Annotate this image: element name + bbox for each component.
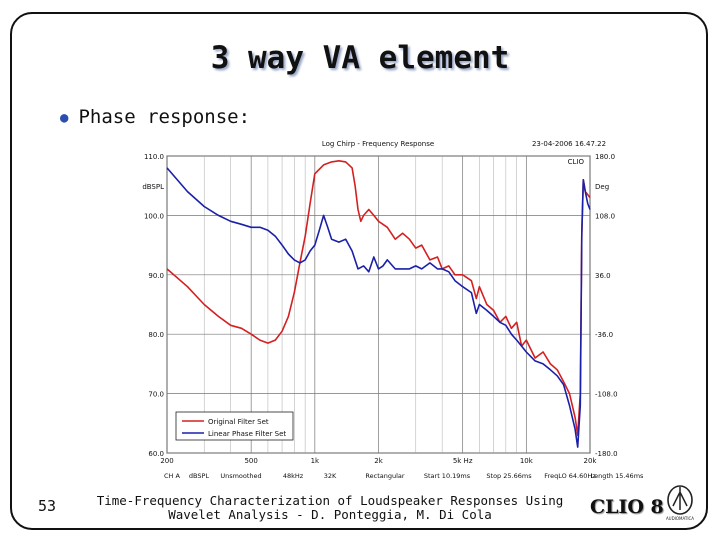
- chart-timestamp: 23-04-2006 16.47.22: [532, 140, 606, 148]
- slide-title: 3 way VA element: [210, 40, 510, 76]
- bullet-text: Phase response:: [78, 106, 251, 128]
- legend-label-0: Original Filter Set: [208, 418, 269, 426]
- footer-citation: Time-Frequency Characterization of Louds…: [90, 494, 570, 522]
- bullet-item: ● Phase response:: [60, 106, 250, 128]
- y-axis-label-right: Deg: [595, 183, 609, 191]
- x-tick-label: 500: [244, 457, 257, 465]
- audiomatica-logo-icon: AUDIOMATICA: [666, 485, 694, 521]
- chart-footer-label: CH A: [164, 472, 180, 480]
- x-tick-label: 20k: [584, 457, 598, 465]
- chart-footer-label: Stop 25.66ms: [486, 472, 532, 480]
- y-axis-label-left: dBSPL: [142, 183, 164, 191]
- chart-footer-label: FreqLO 64.60Hz: [544, 472, 596, 480]
- footer-line-2: Wavelet Analysis - D. Ponteggia, M. Di C…: [168, 507, 492, 522]
- x-tick-label: 2k: [374, 457, 383, 465]
- y-tick-label-right: 36.0: [595, 272, 611, 280]
- y-tick-label-left: 90.0: [148, 272, 164, 280]
- x-tick-label: 1k: [311, 457, 320, 465]
- y-tick-label-left: 80.0: [148, 331, 164, 339]
- y-tick-label-left: 70.0: [148, 391, 164, 399]
- x-tick-label: 5k Hz: [453, 457, 473, 465]
- footer-line-1: Time-Frequency Characterization of Louds…: [96, 493, 564, 508]
- chart-footer-label: Rectangular: [365, 472, 404, 480]
- legend-box: [175, 411, 294, 441]
- y-tick-label-right: -36.0: [595, 331, 613, 339]
- chart-footer-label: 48kHz: [283, 472, 304, 480]
- audiomatica-logo-text: AUDIOMATICA: [666, 516, 694, 521]
- legend-label-1: Linear Phase Filter Set: [208, 430, 286, 438]
- y-tick-label-right: 108.0: [595, 212, 615, 220]
- y-tick-label-left: 110.0: [144, 153, 164, 161]
- chart-footer-label: Length 15.46ms: [591, 472, 644, 480]
- chart-footer-label: Unsmoothed: [220, 472, 261, 480]
- clio-watermark: CLIO: [568, 158, 585, 166]
- clio-logo: CLIO 8: [590, 496, 664, 518]
- y-tick-label-right: 180.0: [595, 153, 615, 161]
- y-tick-label-left: 60.0: [148, 450, 164, 458]
- series-line-0: [166, 160, 591, 436]
- x-tick-label: 200: [160, 457, 173, 465]
- series-line-1: [166, 167, 591, 448]
- chart-footer-label: 32K: [324, 472, 337, 480]
- slide-frame: [10, 12, 708, 530]
- chart-footer-label: Start 10.19ms: [424, 472, 471, 480]
- chart-footer-label: dBSPL: [189, 472, 210, 480]
- y-tick-label-right: -180.0: [595, 450, 618, 458]
- slide-number: 53: [38, 497, 57, 515]
- y-tick-label-right: -108.0: [595, 391, 618, 399]
- bullet-dot-icon: ●: [60, 109, 69, 126]
- y-tick-label-left: 100.0: [144, 212, 164, 220]
- x-tick-label: 10k: [520, 457, 534, 465]
- chart-title: Log Chirp - Frequency Response: [322, 140, 434, 148]
